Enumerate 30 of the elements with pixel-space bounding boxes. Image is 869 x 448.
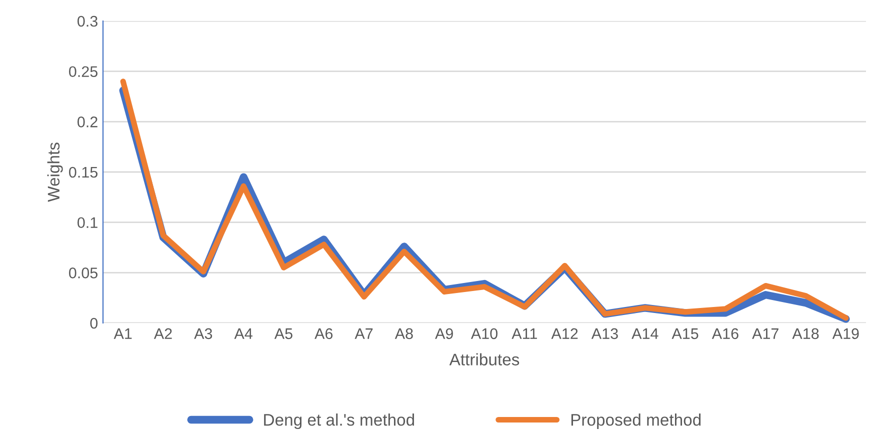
x-tick-label: A15 bbox=[672, 328, 698, 340]
y-tick-label: 0 bbox=[90, 318, 98, 329]
y-axis-title: Weights bbox=[47, 142, 63, 202]
x-tick-label: A17 bbox=[752, 328, 778, 339]
x-tick-label: A4 bbox=[234, 328, 252, 339]
x-tick-label: A3 bbox=[194, 328, 212, 340]
y-tick-label: 0.25 bbox=[69, 66, 98, 78]
x-tick-label: A8 bbox=[394, 328, 413, 340]
legend-label: Proposed method bbox=[571, 414, 701, 430]
x-tick-label: A11 bbox=[512, 328, 537, 339]
y-tick-label: 0.3 bbox=[78, 16, 98, 27]
x-tick-label: A16 bbox=[712, 328, 738, 340]
x-tick-label: A2 bbox=[154, 328, 172, 339]
x-tick-label: A13 bbox=[591, 328, 618, 340]
x-tick-label: A14 bbox=[632, 328, 658, 339]
y-tick-label: 0.15 bbox=[69, 166, 98, 178]
x-tick-label: A18 bbox=[792, 328, 819, 340]
x-tick-label: A5 bbox=[274, 328, 292, 340]
x-axis-title: Attributes bbox=[449, 353, 520, 366]
legend-label: Deng et al.'s method bbox=[264, 414, 414, 430]
y-tick-label: 0.1 bbox=[78, 217, 98, 228]
x-tick-label: A19 bbox=[832, 328, 859, 340]
x-tick-label: A9 bbox=[435, 328, 453, 340]
x-tick-label: A1 bbox=[114, 328, 132, 339]
x-tick-label: A12 bbox=[551, 328, 578, 339]
x-tick-label: A6 bbox=[314, 328, 333, 340]
y-tick-label: 0.05 bbox=[69, 268, 98, 278]
x-tick-label: A10 bbox=[470, 328, 498, 340]
y-tick-label: 0.2 bbox=[78, 116, 98, 128]
x-tick-label: A7 bbox=[354, 328, 373, 339]
